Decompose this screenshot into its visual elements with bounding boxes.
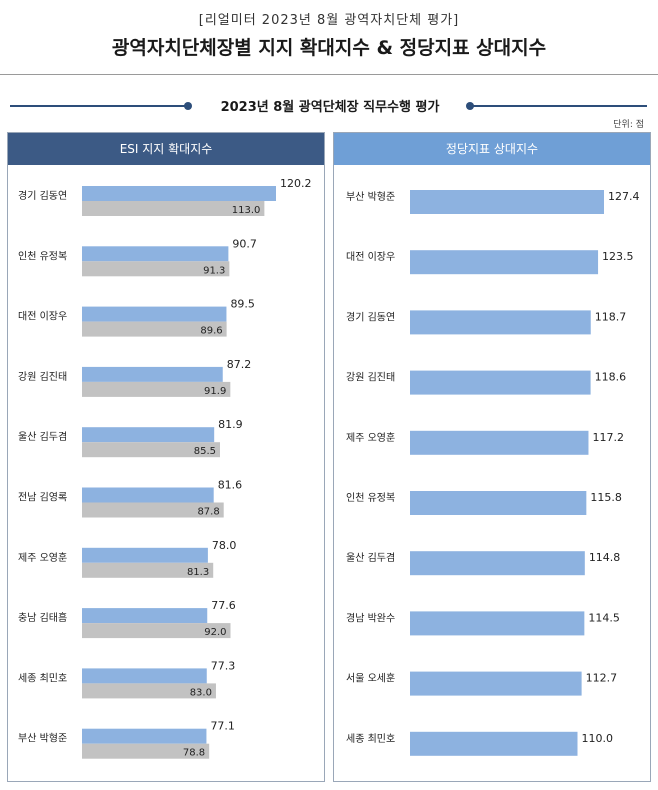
party-index-bar — [410, 250, 599, 275]
category-label: 강원 김진태 — [18, 371, 67, 383]
esi-bar — [82, 427, 215, 443]
party-index-value-label: 123.5 — [602, 250, 634, 263]
party-panel-header: 정당지표 상대지수 — [334, 133, 650, 165]
category-label: 세종 최민호 — [18, 672, 67, 684]
party-index-bar — [410, 370, 591, 395]
esi-value-label: 77.3 — [211, 659, 236, 672]
esi-bar — [82, 668, 207, 684]
prev-esi-value-label: 85.5 — [194, 446, 216, 457]
esi-value-label: 120.2 — [280, 177, 312, 190]
category-label: 세종 최민호 — [346, 733, 395, 745]
party-index-value-label: 118.7 — [595, 310, 627, 323]
category-label: 충남 김태흠 — [18, 611, 67, 624]
prev-esi-value-label: 113.0 — [232, 205, 261, 216]
prev-esi-value-label: 87.8 — [197, 507, 219, 518]
title-divider — [0, 74, 658, 75]
category-label: 울산 김두겸 — [18, 431, 67, 443]
category-label: 인천 유정복 — [346, 492, 395, 504]
category-label: 대전 이장우 — [18, 311, 67, 323]
party-index-bar — [410, 551, 585, 576]
prev-esi-bar — [82, 502, 224, 518]
esi-value-label: 77.6 — [211, 599, 236, 612]
category-label: 부산 박형준 — [346, 191, 395, 203]
party-index-bar — [410, 491, 587, 515]
subtitle-line-left — [10, 105, 185, 107]
esi-bar — [82, 366, 223, 382]
top-label: [리얼미터 2023년 8월 광역자치단체 평가] — [198, 13, 460, 28]
prev-esi-bar — [82, 261, 230, 277]
esi-bar — [82, 547, 208, 563]
party-index-value-label: 110.0 — [582, 732, 614, 745]
category-label: 서울 오세훈 — [346, 672, 395, 685]
party-index-bar — [410, 430, 589, 455]
prev-esi-bar — [82, 623, 231, 639]
esi-value-label: 89.5 — [230, 298, 255, 311]
party-index-value-label: 114.5 — [588, 611, 620, 624]
party-index-bar — [410, 671, 582, 696]
category-label: 제주 오영훈 — [18, 551, 67, 564]
subtitle: 2023년 8월 광역단체장 직무수행 평가 — [220, 100, 440, 115]
esi-value-label: 90.7 — [232, 237, 257, 250]
prev-esi-value-label: 91.3 — [203, 265, 225, 276]
party-index-value-label: 118.6 — [595, 371, 627, 384]
subtitle-dot-left — [184, 102, 192, 110]
prev-esi-bar — [82, 683, 216, 699]
prev-esi-value-label: 91.9 — [204, 386, 226, 397]
esi-bar — [82, 487, 214, 503]
prev-esi-bar — [82, 442, 220, 458]
esi-value-label: 87.2 — [227, 358, 252, 371]
party-index-bar — [410, 310, 591, 335]
prev-esi-value-label: 78.8 — [183, 748, 205, 759]
party-index-value-label: 114.8 — [589, 551, 621, 564]
category-label: 경기 김동연 — [18, 189, 67, 202]
esi-value-label: 81.6 — [218, 479, 243, 492]
esi-bar — [82, 306, 227, 322]
subtitle-line-right — [472, 105, 647, 107]
prev-esi-value-label: 89.6 — [200, 326, 222, 337]
esi-value-label: 81.9 — [218, 418, 243, 431]
esi-value-label: 78.0 — [212, 539, 237, 552]
party-index-bar — [410, 731, 578, 756]
prev-esi-bar — [82, 321, 227, 337]
party-index-bar — [410, 190, 604, 214]
prev-esi-bar — [82, 562, 214, 578]
prev-esi-bar — [82, 201, 265, 216]
subtitle-dot-right — [466, 102, 474, 110]
category-label: 인천 유정복 — [18, 250, 67, 262]
party-index-bar — [410, 611, 585, 636]
esi-value-label: 77.1 — [210, 720, 235, 733]
category-label: 울산 김두겸 — [346, 552, 395, 564]
party-panel: 정당지표 상대지수 — [333, 132, 651, 782]
party-index-value-label: 115.8 — [590, 491, 622, 504]
category-label: 강원 김진태 — [346, 372, 395, 384]
category-label: 부산 박형준 — [18, 733, 67, 745]
esi-panel-header: ESI 지지 확대지수 — [8, 133, 324, 165]
prev-esi-bar — [82, 743, 210, 759]
prev-esi-bar — [82, 381, 231, 397]
category-label: 전남 김영록 — [18, 492, 67, 504]
esi-bar — [82, 728, 207, 744]
prev-esi-value-label: 81.3 — [187, 567, 209, 578]
party-index-value-label: 117.2 — [592, 431, 624, 444]
category-label: 경기 김동연 — [346, 310, 395, 323]
category-label: 제주 오영훈 — [346, 431, 395, 444]
main-title: 광역자치단체장별 지지 확대지수 & 정당지표 상대지수 — [111, 37, 547, 59]
party-index-value-label: 112.7 — [586, 672, 618, 685]
esi-bar — [82, 186, 276, 201]
unit-label: 단위: 점 — [613, 120, 644, 130]
esi-bar — [82, 608, 208, 624]
esi-panel: ESI 지지 확대지수 — [7, 132, 325, 782]
category-label: 경남 박완수 — [346, 611, 395, 624]
category-label: 대전 이장우 — [346, 251, 395, 263]
prev-esi-value-label: 83.0 — [190, 687, 212, 698]
party-index-value-label: 127.4 — [608, 190, 640, 203]
prev-esi-value-label: 92.0 — [204, 627, 226, 638]
esi-bar — [82, 246, 229, 262]
